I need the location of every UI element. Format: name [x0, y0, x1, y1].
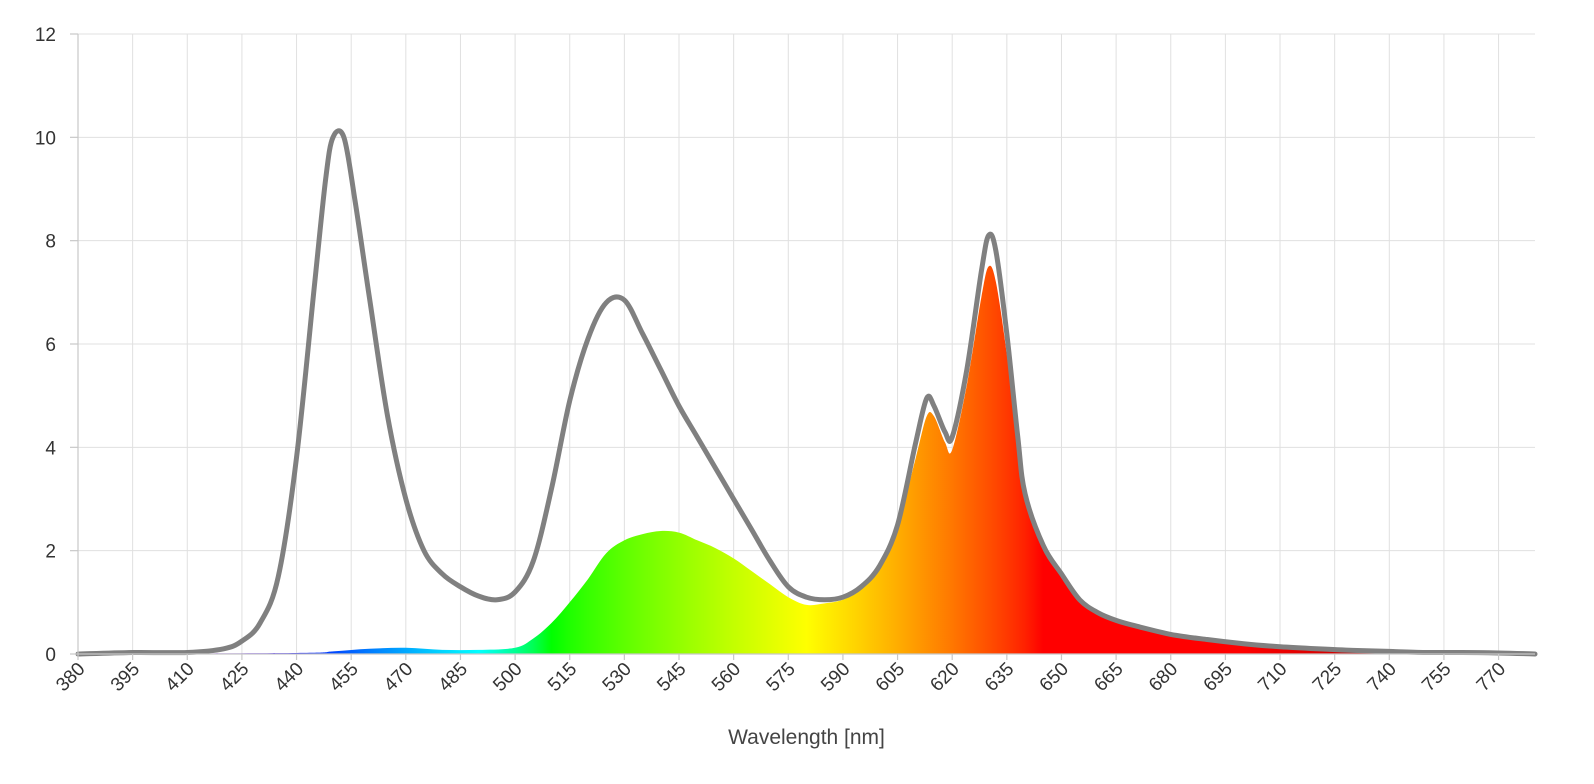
- y-tick-label: 12: [35, 25, 56, 46]
- x-tick-label: 395: [107, 659, 144, 696]
- y-tick-label: 0: [45, 645, 56, 666]
- x-tick-label: 560: [708, 659, 745, 696]
- outline-layer: [75, 128, 1538, 657]
- x-tick-label: 665: [1090, 659, 1127, 696]
- x-tick-label: 575: [763, 659, 800, 696]
- y-tick-label: 10: [35, 128, 56, 149]
- x-tick-label: 755: [1418, 659, 1455, 696]
- x-tick-label: 470: [380, 659, 417, 696]
- x-tick-label: 695: [1200, 659, 1237, 696]
- x-tick-label: 500: [489, 659, 526, 696]
- x-tick-label: 770: [1473, 659, 1510, 696]
- x-tick-label: 620: [926, 659, 963, 696]
- x-tick-label: 485: [435, 659, 472, 696]
- x-tick-label: 740: [1364, 659, 1401, 696]
- x-tick-label: 410: [162, 659, 199, 696]
- x-tick-label: 680: [1145, 659, 1182, 696]
- x-tick-label: 440: [271, 659, 308, 696]
- x-tick-label: 605: [872, 659, 909, 696]
- x-tick-label: 710: [1254, 659, 1291, 696]
- x-tick-label: 545: [653, 659, 690, 696]
- y-tick-label: 8: [45, 232, 56, 253]
- x-tick-label: 380: [52, 659, 89, 696]
- x-tick-label: 515: [544, 659, 581, 696]
- y-tick-label: 4: [45, 438, 56, 459]
- y-tick-label: 2: [45, 542, 56, 563]
- x-axis-title: Wavelength [nm]: [728, 726, 885, 749]
- x-tick-label: 590: [817, 659, 854, 696]
- x-tick-label: 635: [981, 659, 1018, 696]
- y-tick-label: 6: [45, 335, 56, 356]
- grid-layer: [77, 33, 1535, 655]
- x-tick-label: 650: [1036, 659, 1073, 696]
- x-tick-label: 530: [599, 659, 636, 696]
- spectrum-outline-line: [75, 128, 1538, 657]
- x-tick-label: 725: [1309, 659, 1346, 696]
- x-tick-label: 455: [325, 659, 362, 696]
- x-tick-label: 425: [216, 659, 253, 696]
